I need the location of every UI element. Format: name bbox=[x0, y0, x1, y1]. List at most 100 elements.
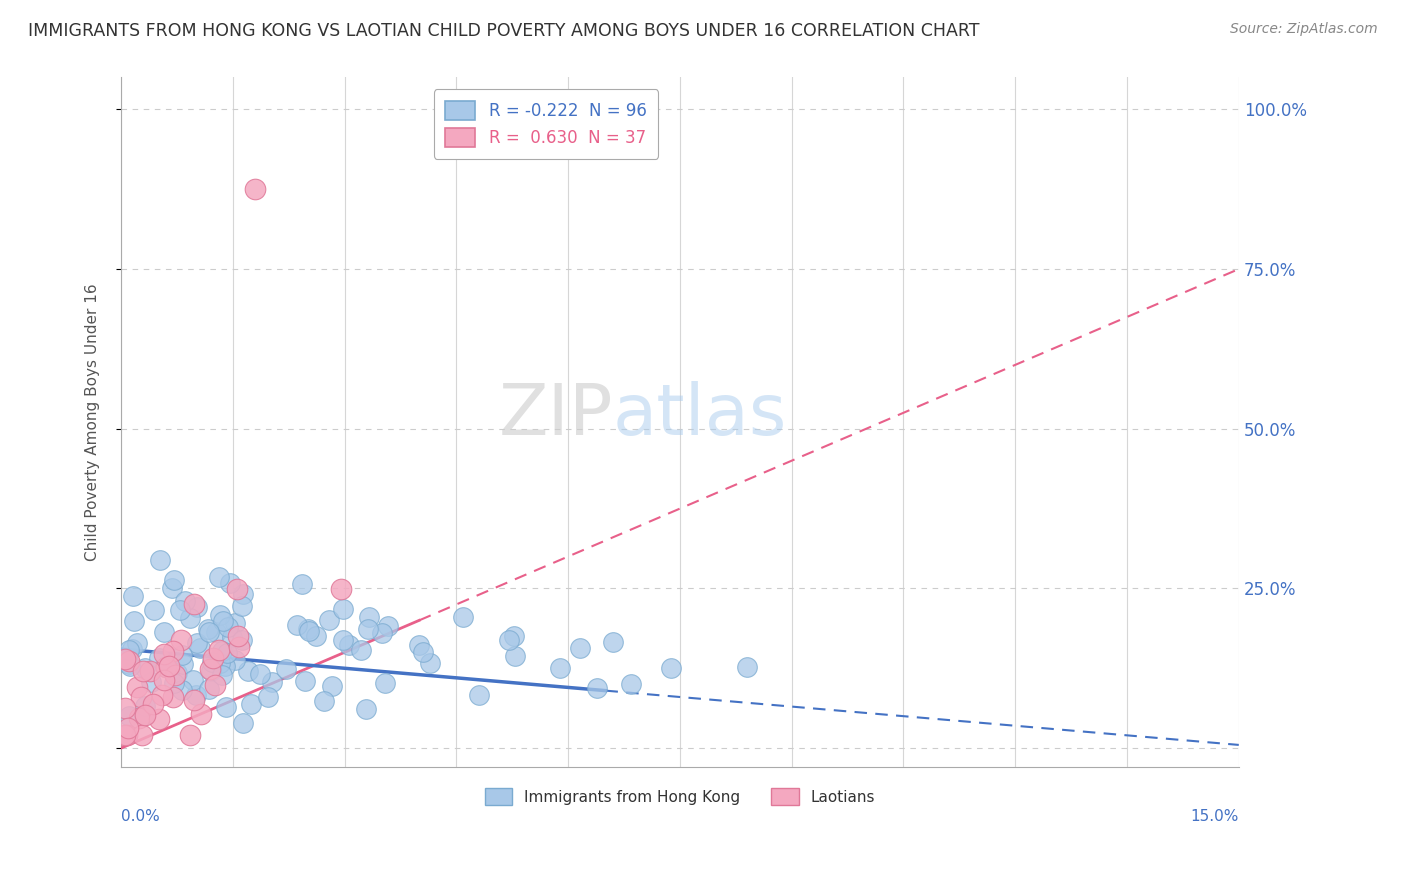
Point bbox=[224, 615, 246, 630]
Point bbox=[285, 618, 308, 632]
Point bbox=[357, 622, 380, 636]
Point bbox=[201, 655, 224, 669]
Point bbox=[174, 594, 197, 608]
Point bbox=[200, 665, 222, 679]
Point bbox=[498, 633, 520, 648]
Point bbox=[212, 615, 235, 629]
Text: 15.0%: 15.0% bbox=[1191, 809, 1239, 823]
Point bbox=[503, 649, 526, 664]
Point bbox=[332, 632, 354, 647]
Point bbox=[117, 642, 139, 657]
Point bbox=[215, 700, 238, 714]
Point bbox=[236, 665, 259, 679]
Point bbox=[134, 708, 156, 723]
Point bbox=[153, 624, 176, 639]
Point bbox=[371, 626, 394, 640]
Point bbox=[374, 676, 396, 690]
Point bbox=[115, 728, 138, 742]
Point bbox=[249, 666, 271, 681]
Point bbox=[208, 607, 231, 622]
Point bbox=[412, 645, 434, 659]
Point bbox=[114, 652, 136, 666]
Point bbox=[468, 688, 491, 702]
Point bbox=[228, 640, 250, 654]
Point bbox=[312, 694, 335, 708]
Point bbox=[114, 701, 136, 715]
Point bbox=[208, 656, 231, 670]
Point bbox=[117, 657, 139, 672]
Point bbox=[208, 642, 231, 657]
Point bbox=[337, 638, 360, 652]
Point bbox=[183, 693, 205, 707]
Point bbox=[377, 618, 399, 632]
Legend: Immigrants from Hong Kong, Laotians: Immigrants from Hong Kong, Laotians bbox=[478, 781, 882, 812]
Point bbox=[585, 681, 607, 695]
Point bbox=[162, 643, 184, 657]
Point bbox=[172, 657, 194, 671]
Point bbox=[298, 624, 321, 638]
Point bbox=[221, 630, 243, 644]
Point bbox=[332, 602, 354, 616]
Point bbox=[170, 683, 193, 698]
Point bbox=[419, 657, 441, 671]
Point bbox=[162, 582, 184, 596]
Point bbox=[297, 622, 319, 636]
Y-axis label: Child Poverty Among Boys Under 16: Child Poverty Among Boys Under 16 bbox=[86, 284, 100, 561]
Point bbox=[204, 677, 226, 691]
Point bbox=[294, 673, 316, 688]
Point bbox=[211, 644, 233, 658]
Point bbox=[568, 641, 591, 656]
Point bbox=[134, 699, 156, 714]
Point bbox=[350, 643, 373, 657]
Point bbox=[163, 573, 186, 587]
Point bbox=[226, 629, 249, 643]
Point bbox=[162, 690, 184, 704]
Point bbox=[219, 575, 242, 590]
Point bbox=[190, 707, 212, 722]
Point bbox=[408, 638, 430, 652]
Point bbox=[321, 679, 343, 693]
Point bbox=[138, 665, 160, 679]
Point bbox=[232, 716, 254, 731]
Text: IMMIGRANTS FROM HONG KONG VS LAOTIAN CHILD POVERTY AMONG BOYS UNDER 16 CORRELATI: IMMIGRANTS FROM HONG KONG VS LAOTIAN CHI… bbox=[28, 22, 980, 40]
Point bbox=[125, 680, 148, 694]
Point bbox=[131, 728, 153, 742]
Point bbox=[291, 577, 314, 591]
Point bbox=[198, 662, 221, 676]
Text: ZIP: ZIP bbox=[498, 381, 613, 450]
Point bbox=[232, 587, 254, 601]
Point bbox=[211, 667, 233, 681]
Point bbox=[226, 582, 249, 596]
Point bbox=[201, 651, 224, 665]
Point bbox=[204, 625, 226, 640]
Point bbox=[198, 682, 221, 697]
Point bbox=[142, 697, 165, 711]
Point bbox=[118, 654, 141, 668]
Point bbox=[735, 660, 758, 674]
Point bbox=[181, 673, 204, 687]
Point bbox=[166, 665, 188, 680]
Point bbox=[215, 646, 238, 660]
Point bbox=[231, 633, 253, 648]
Point bbox=[148, 712, 170, 726]
Point bbox=[157, 659, 180, 673]
Point bbox=[186, 600, 208, 615]
Point bbox=[354, 701, 377, 715]
Point bbox=[183, 597, 205, 611]
Point bbox=[121, 642, 143, 657]
Point bbox=[214, 658, 236, 673]
Point bbox=[117, 721, 139, 735]
Point bbox=[134, 707, 156, 722]
Text: atlas: atlas bbox=[613, 381, 787, 450]
Point bbox=[139, 675, 162, 690]
Point bbox=[186, 635, 208, 649]
Point bbox=[142, 602, 165, 616]
Point bbox=[197, 622, 219, 636]
Point bbox=[125, 636, 148, 650]
Point bbox=[451, 609, 474, 624]
Point bbox=[305, 629, 328, 643]
Point bbox=[120, 659, 142, 673]
Point bbox=[240, 697, 263, 711]
Point bbox=[117, 709, 139, 723]
Point bbox=[207, 570, 229, 584]
